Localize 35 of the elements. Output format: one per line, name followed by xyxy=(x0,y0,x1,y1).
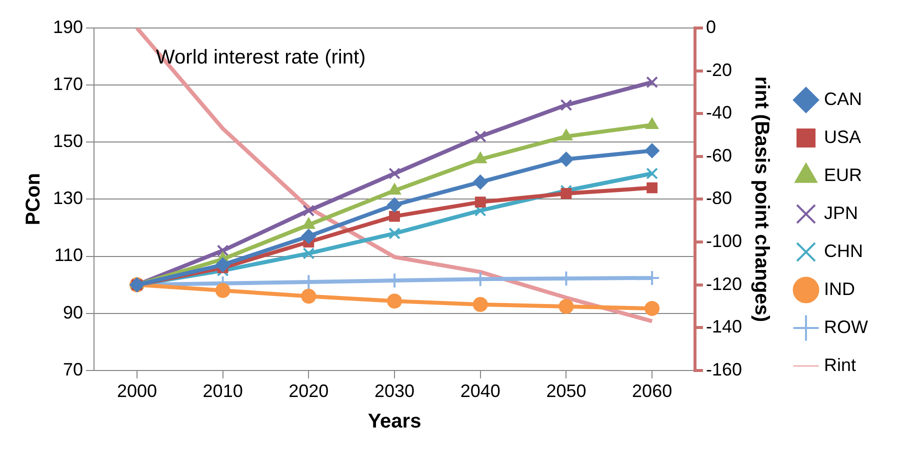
legend-label: USA xyxy=(824,126,862,147)
y-tick-label: 170 xyxy=(52,74,84,94)
y2-tick-label: -140 xyxy=(706,316,742,337)
y-tick-label: 190 xyxy=(52,16,84,37)
x-axis-title: Years xyxy=(368,410,422,433)
y-tick-label: 150 xyxy=(52,131,84,152)
y2-tick-label: -160 xyxy=(706,359,742,380)
y2-axis-title: rint (Basis point changes) xyxy=(750,76,772,322)
y2-tick-label: -100 xyxy=(706,230,742,251)
legend-label: IND xyxy=(824,278,856,299)
x-tick-label: 2050 xyxy=(546,381,586,402)
legend-label: JPN xyxy=(824,202,858,223)
legend-label: EUR xyxy=(824,164,862,185)
y-tick-label: 90 xyxy=(63,302,84,322)
y-tick-label: 110 xyxy=(54,245,84,266)
y2-tick-label: -60 xyxy=(706,145,732,166)
y2-tick-label: 0 xyxy=(706,16,716,37)
x-tick-label: 2040 xyxy=(460,381,500,402)
y-tick-label: 130 xyxy=(52,188,84,208)
y2-tick-label: -40 xyxy=(706,102,732,123)
x-tick-label: 2060 xyxy=(632,381,672,402)
x-tick-label: 2000 xyxy=(116,381,157,402)
annotation: World interest rate (rint) xyxy=(156,46,366,69)
legend-label: CAN xyxy=(824,88,862,109)
x-tick-label: 2030 xyxy=(374,381,415,402)
y2-tick-label: -80 xyxy=(706,188,732,208)
y-axis-title: PCon xyxy=(22,173,45,226)
y2-tick-label: -120 xyxy=(706,274,742,294)
x-tick-label: 2020 xyxy=(288,381,329,402)
y-tick-label: 70 xyxy=(63,359,84,380)
legend-label: CHN xyxy=(824,240,864,261)
legend-label: ROW xyxy=(824,316,868,337)
legend-label: Rint xyxy=(824,354,856,375)
y2-tick-label: -20 xyxy=(706,60,732,80)
x-tick-label: 2010 xyxy=(202,381,243,402)
